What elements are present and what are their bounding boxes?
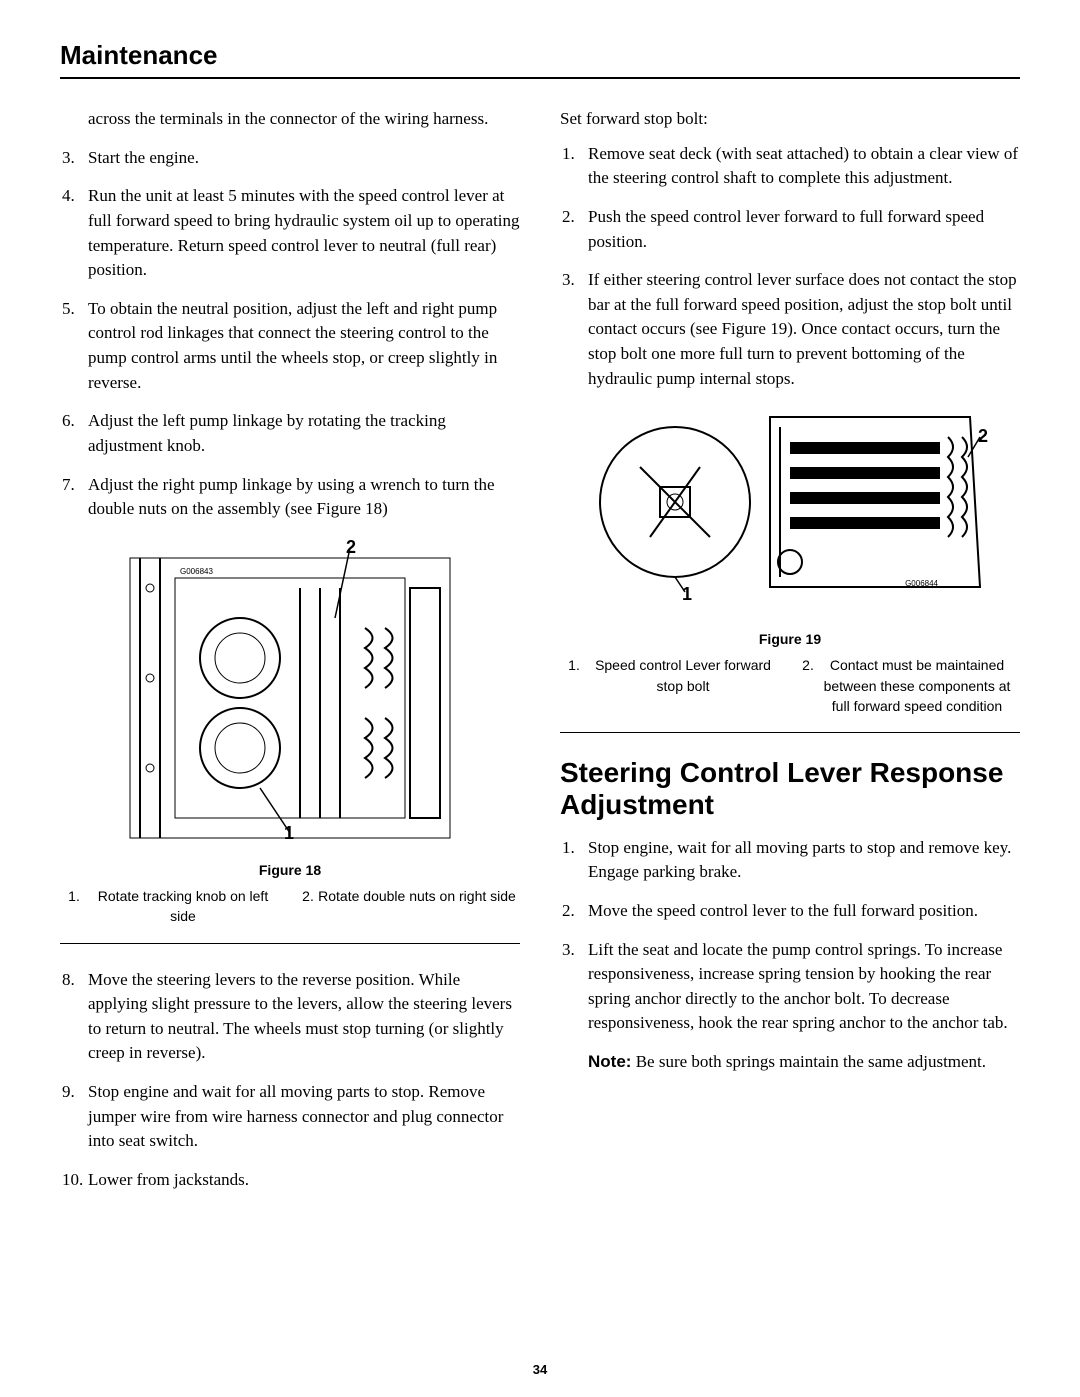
right-list-part1: 1. Remove seat deck (with seat attached) … xyxy=(560,142,1020,392)
content-columns: across the terminals in the connector of… xyxy=(60,107,1020,1207)
legend-item: 1. Rotate tracking knob on left side xyxy=(64,886,282,927)
figure-18-legend: 1. Rotate tracking knob on left side 2. … xyxy=(60,886,520,927)
item-text: Stop engine and wait for all moving part… xyxy=(88,1082,503,1150)
figure-19: 2 1 G006844 Figure 19 1. Speed control L… xyxy=(560,407,1020,716)
list-item: 4. Run the unit at least 5 minutes with t… xyxy=(60,184,520,283)
item-text: Adjust the right pump linkage by using a… xyxy=(88,475,495,519)
item-text: Run the unit at least 5 minutes with the… xyxy=(88,186,520,279)
legend-item: 2. Rotate double nuts on right side xyxy=(298,886,516,927)
item-number: 3. xyxy=(562,268,575,293)
legend-number: 1. xyxy=(64,886,84,927)
item-number: 1. xyxy=(562,836,575,861)
list-item: 3. Start the engine. xyxy=(60,146,520,171)
list-item: 2. Move the speed control lever to the fu… xyxy=(560,899,1020,924)
item-number: 10. xyxy=(62,1168,83,1193)
note-paragraph: Note: Be sure both springs maintain the … xyxy=(560,1050,1020,1075)
item-text: To obtain the neutral position, adjust t… xyxy=(88,299,497,392)
item-number: 4. xyxy=(62,184,75,209)
list-item: 10. Lower from jackstands. xyxy=(60,1168,520,1193)
divider xyxy=(60,943,520,944)
right-column: Set forward stop bolt: 1. Remove seat dec… xyxy=(560,107,1020,1207)
legend-item: 2. Contact must be maintained between th… xyxy=(798,655,1016,716)
page-number: 34 xyxy=(0,1362,1080,1377)
figure-code: G006843 xyxy=(180,566,213,578)
legend-text: Rotate double nuts on right side xyxy=(318,886,516,927)
left-list-part1: 3. Start the engine. 4. Run the unit at le… xyxy=(60,146,520,522)
list-item: 3. If either steering control lever surfa… xyxy=(560,268,1020,391)
item-number: 2. xyxy=(562,205,575,230)
item-text: Lift the seat and locate the pump contro… xyxy=(588,940,1008,1033)
item-text: Push the speed control lever forward to … xyxy=(588,207,984,251)
legend-number: 1. xyxy=(564,655,584,716)
item-number: 9. xyxy=(62,1080,75,1105)
left-list-part2: 8. Move the steering levers to the revers… xyxy=(60,968,520,1193)
list-item: 1. Remove seat deck (with seat attached) … xyxy=(560,142,1020,191)
item-text: Move the speed control lever to the full… xyxy=(588,901,978,920)
header-title: Maintenance xyxy=(60,40,1020,71)
list-item: 2. Push the speed control lever forward t… xyxy=(560,205,1020,254)
callout-1: 1 xyxy=(682,581,692,607)
left-column: across the terminals in the connector of… xyxy=(60,107,520,1207)
item-number: 8. xyxy=(62,968,75,993)
item-text: Remove seat deck (with seat attached) to… xyxy=(588,144,1018,188)
legend-text: Rotate tracking knob on left side xyxy=(84,886,282,927)
figure-18-image: 2 1 G006843 xyxy=(120,538,460,848)
divider xyxy=(560,732,1020,733)
item-text: Move the steering levers to the reverse … xyxy=(88,970,512,1063)
legend-number: 2. xyxy=(798,655,818,716)
item-number: 5. xyxy=(62,297,75,322)
right-list-part2: 1. Stop engine, wait for all moving parts… xyxy=(560,836,1020,1036)
figure-18: 2 1 G006843 Figure 18 1. Rotate tracking… xyxy=(60,538,520,927)
section-heading: Steering Control Lever Response Adjustme… xyxy=(560,757,1020,821)
right-intro: Set forward stop bolt: xyxy=(560,107,1020,132)
item-number: 3. xyxy=(62,146,75,171)
list-item: 1. Stop engine, wait for all moving parts… xyxy=(560,836,1020,885)
note-label: Note: xyxy=(588,1052,631,1071)
legend-text: Speed control Lever forward stop bolt xyxy=(584,655,782,716)
legend-number: 2. xyxy=(298,886,318,927)
item-number: 3. xyxy=(562,938,575,963)
legend-text: Contact must be maintained between these… xyxy=(818,655,1016,716)
item-text: Adjust the left pump linkage by rotating… xyxy=(88,411,446,455)
item-number: 6. xyxy=(62,409,75,434)
callout-2: 2 xyxy=(346,534,356,560)
list-item: 8. Move the steering levers to the revers… xyxy=(60,968,520,1067)
list-item: 7. Adjust the right pump linkage by using… xyxy=(60,473,520,522)
figure-18-caption: Figure 18 xyxy=(60,860,520,880)
list-item: 5. To obtain the neutral position, adjust… xyxy=(60,297,520,396)
item-text: Start the engine. xyxy=(88,148,199,167)
item-text: If either steering control lever surface… xyxy=(588,270,1017,388)
list-item: 9. Stop engine and wait for all moving pa… xyxy=(60,1080,520,1154)
list-item: 6. Adjust the left pump linkage by rotati… xyxy=(60,409,520,458)
item-number: 2. xyxy=(562,899,575,924)
figure-19-legend: 1. Speed control Lever forward stop bolt… xyxy=(560,655,1020,716)
figure-code: G006844 xyxy=(905,578,938,590)
list-item: 3. Lift the seat and locate the pump cont… xyxy=(560,938,1020,1037)
callout-2: 2 xyxy=(978,423,988,449)
note-text: Be sure both springs maintain the same a… xyxy=(631,1052,986,1071)
item-text: Stop engine, wait for all moving parts t… xyxy=(588,838,1011,882)
continuation-text: across the terminals in the connector of… xyxy=(60,107,520,132)
item-number: 1. xyxy=(562,142,575,167)
page-header: Maintenance xyxy=(60,40,1020,79)
mechanical-diagram-icon xyxy=(120,538,460,848)
figure-19-image: 2 1 G006844 xyxy=(590,407,990,617)
legend-item: 1. Speed control Lever forward stop bolt xyxy=(564,655,782,716)
callout-1: 1 xyxy=(284,820,294,846)
item-text: Lower from jackstands. xyxy=(88,1170,249,1189)
figure-19-caption: Figure 19 xyxy=(560,629,1020,649)
item-number: 7. xyxy=(62,473,75,498)
